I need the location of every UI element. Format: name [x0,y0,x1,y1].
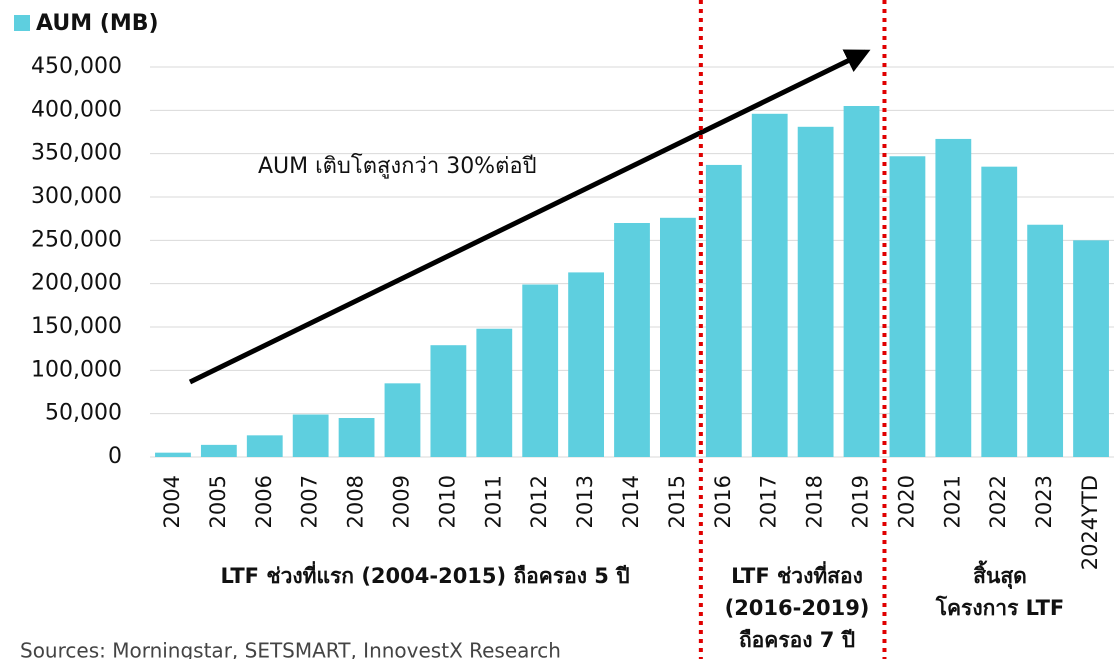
period-label: โครงการ LTF [935,595,1065,620]
bar [476,328,513,457]
x-tick-label: 2011 [481,475,505,528]
x-tick-label: 2017 [757,475,781,528]
x-tick-label: 2022 [986,475,1010,528]
x-tick-label: 2013 [573,475,597,528]
bar [292,414,329,457]
x-tick-label: 2009 [389,475,413,528]
bar [705,164,742,457]
x-tick-label: 2012 [527,475,551,528]
y-tick-label: 350,000 [31,141,122,166]
x-tick-label: 2021 [940,475,964,528]
x-tick-label: 2015 [665,475,689,528]
y-tick-label: 300,000 [31,184,122,209]
bar [522,284,559,457]
period-label: สิ้นสุด [973,560,1027,590]
x-tick-label: 2008 [344,475,368,528]
y-tick-label: 250,000 [31,227,122,252]
bar [155,452,191,457]
bar [568,272,604,457]
bar [981,166,1018,457]
x-tick-label: 2014 [619,475,643,528]
trend-annotation: AUM เติบโตสูงกว่า 30%ต่อปี [258,153,537,179]
x-tick-label: 2023 [1032,475,1056,528]
x-tick-label: 2024YTD [1078,475,1102,570]
period-label: (2016-2019) [725,596,870,620]
y-tick-label: 100,000 [31,357,122,382]
bar [430,345,467,457]
legend-swatch [14,15,30,31]
bar [751,113,788,458]
x-tick-label: 2020 [894,475,918,528]
y-tick-label: 150,000 [31,314,122,339]
x-tick-label: 2006 [252,475,276,528]
bar [797,126,834,458]
bar [246,435,283,457]
x-tick-label: 2010 [435,475,459,528]
x-tick-label: 2005 [206,475,230,528]
legend-label: AUM (MB) [36,11,159,36]
trend-arrow [188,49,871,385]
bar [889,156,926,457]
y-tick-label: 450,000 [31,54,122,79]
y-tick-label: 50,000 [45,401,122,426]
x-tick-label: 2018 [803,475,827,528]
x-tick-label: 2004 [160,475,184,528]
bar [384,383,421,457]
x-tick-label: 2016 [711,475,735,528]
bar [660,217,696,457]
y-tick-label: 200,000 [31,271,122,296]
bar [614,223,650,457]
y-tick-label: 0 [108,444,122,469]
source-note: Sources: Morningstar, SETSMART, Innovest… [20,639,561,659]
bar [1027,224,1064,457]
period-label: LTF ช่วงที่แรก (2004-2015) ถือครอง 5 ปี [220,560,629,588]
bar [843,106,880,457]
period-label: ถือครอง 7 ปี [739,628,855,652]
period-label: LTF ช่วงที่สอง [731,560,863,588]
bar [338,418,375,457]
y-tick-label: 400,000 [31,97,122,122]
x-tick-label: 2019 [849,475,873,528]
x-tick-label: 2007 [298,475,322,528]
bar [935,138,972,457]
bar [200,444,237,457]
bar [1073,240,1109,457]
